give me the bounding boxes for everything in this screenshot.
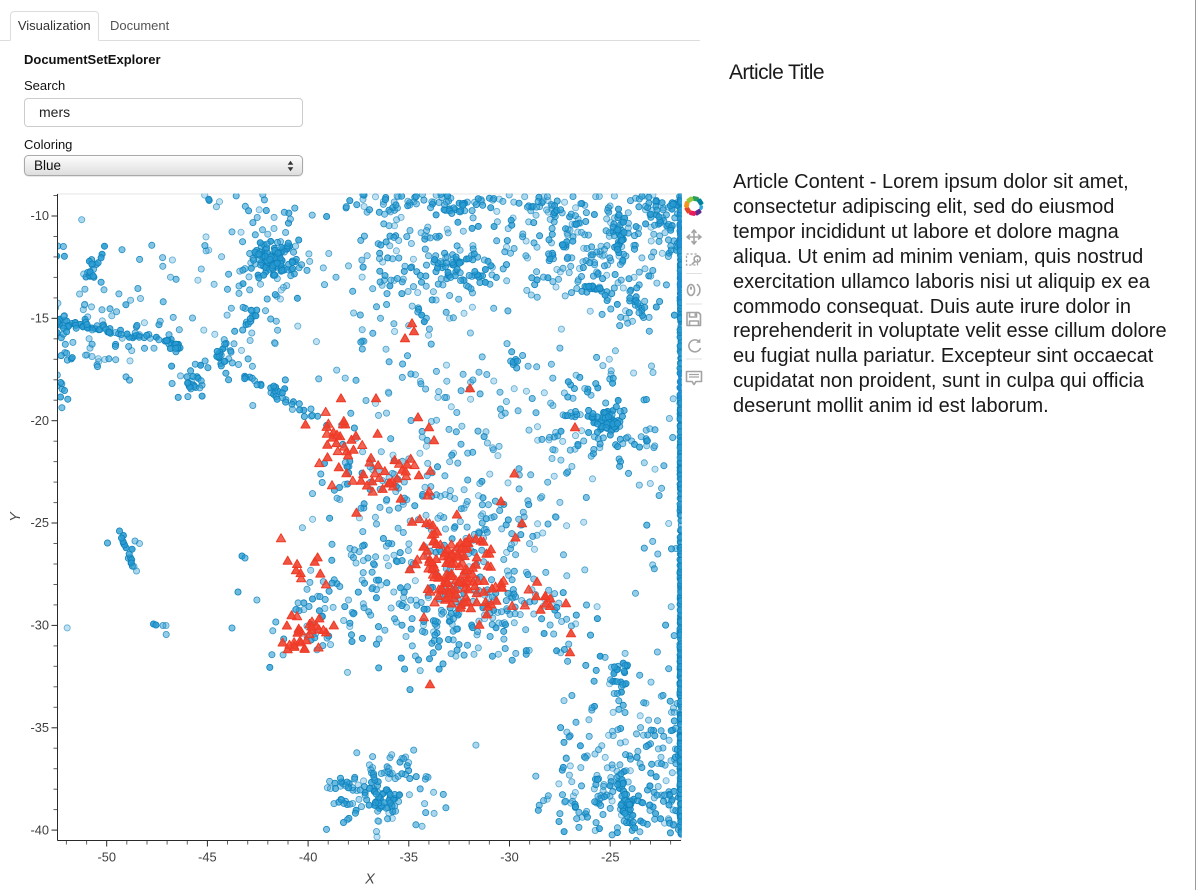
svg-text:-35: -35 (400, 850, 419, 865)
svg-text:-15: -15 (31, 311, 50, 326)
svg-text:-30: -30 (31, 618, 50, 633)
svg-text:-50: -50 (97, 850, 116, 865)
svg-text:-35: -35 (31, 720, 50, 735)
svg-text:-25: -25 (601, 850, 620, 865)
svg-text:X: X (364, 871, 376, 887)
svg-text:-40: -40 (299, 850, 318, 865)
svg-text:-25: -25 (31, 515, 50, 530)
svg-text:-10: -10 (31, 208, 50, 223)
svg-text:Y: Y (8, 511, 24, 522)
svg-text:-20: -20 (31, 413, 50, 428)
svg-text:-45: -45 (198, 850, 217, 865)
svg-text:-30: -30 (500, 850, 519, 865)
svg-text:-40: -40 (31, 822, 50, 837)
